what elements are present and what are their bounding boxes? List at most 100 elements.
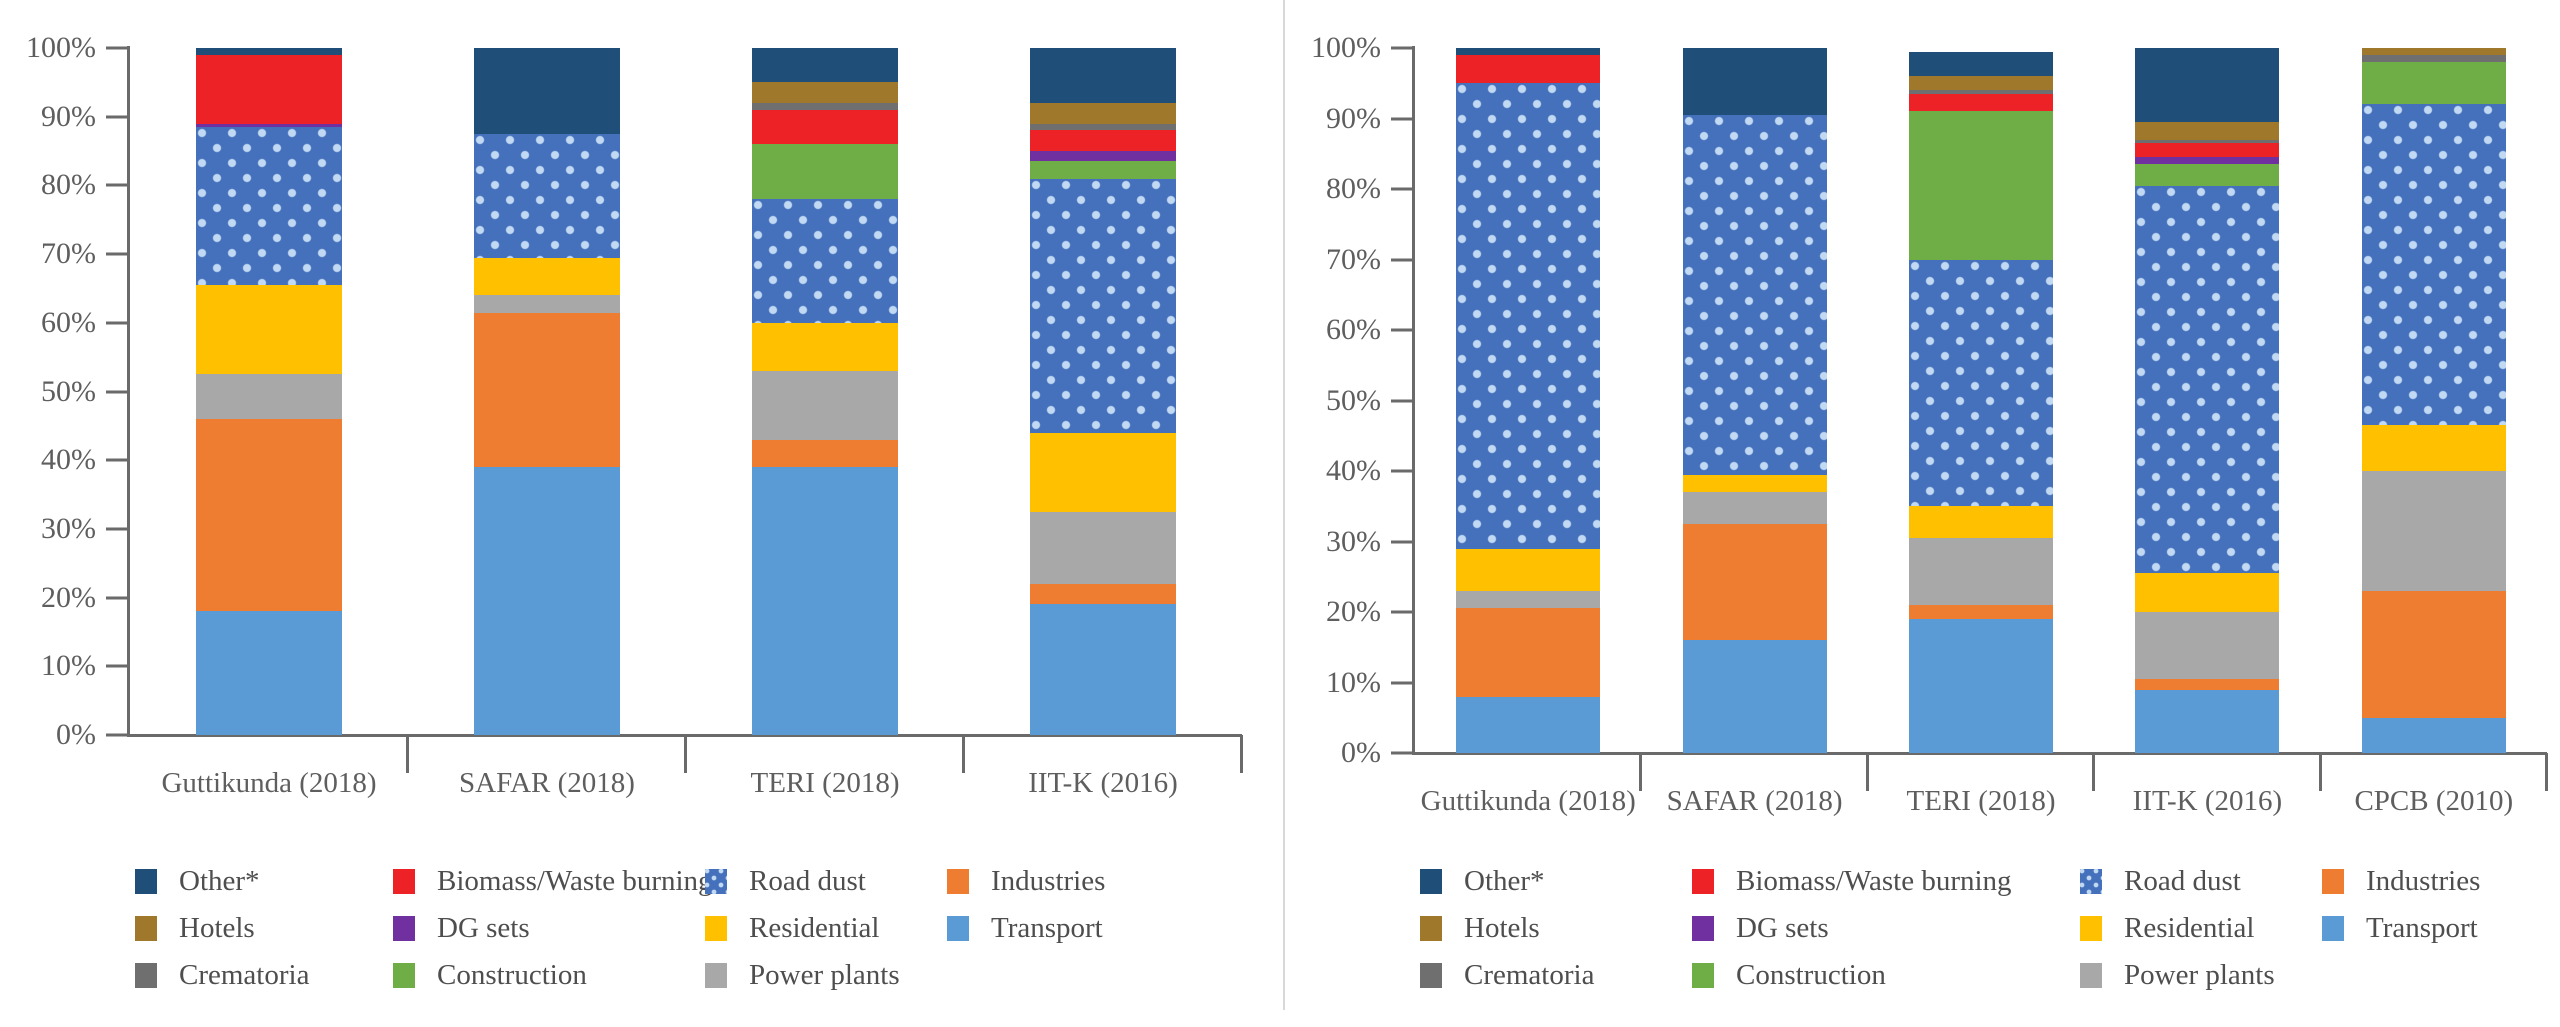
bar-segment-residential — [1909, 506, 2054, 538]
bar-segment-power_plants — [1682, 492, 1827, 524]
y-axis-tick-label: 80% — [1326, 172, 1381, 205]
bar-segment-industries — [1456, 608, 1601, 697]
legend-column: Biomass/Waste burning DG sets Construction — [1692, 865, 2080, 991]
legend-label: Power plants — [2124, 958, 2275, 991]
y-axis-line — [127, 46, 130, 737]
x-axis-tick — [684, 735, 687, 773]
y-axis-line — [1412, 46, 1415, 755]
y-axis-tick — [1391, 187, 1413, 191]
y-axis-tick-label: 50% — [1326, 383, 1381, 417]
y-axis-tick — [106, 46, 128, 50]
y-axis-tick-label: 60% — [1326, 313, 1381, 346]
legend-column: Road dust Residential Power plants — [2080, 865, 2322, 991]
stacked-bar-IIT-K (2016) — [1030, 48, 1176, 735]
legend-item-transport: Transport — [2322, 911, 2480, 944]
bar-segment-transport — [1456, 696, 1601, 753]
legend-item-power_plants: Power plants — [2080, 958, 2322, 991]
right-chart-plot-area: Guttikunda (2018) SAFAR (2018) TERI (2018)… — [1311, 31, 2549, 817]
legend: Other* Hotels Crematoria Biomass/Waste burn… — [135, 864, 1105, 991]
biomass-swatch-icon — [393, 868, 415, 894]
y-axis-tick — [106, 527, 128, 531]
bar-segment-power_plants — [2361, 471, 2506, 591]
x-axis-tick — [406, 735, 409, 773]
bar-segment-crematoria — [2135, 139, 2280, 144]
legend-label: Residential — [749, 911, 880, 944]
y-axis-tick-label: 20% — [41, 580, 96, 614]
x-axis-line — [1412, 752, 2547, 755]
bar-segment-biomass — [196, 54, 342, 124]
legend-label: Construction — [437, 958, 587, 991]
legend-item-residential: Residential — [2080, 912, 2322, 944]
panel-divider-line — [1283, 0, 1285, 1010]
bar-segment-transport — [1682, 640, 1827, 753]
left-chart-panel: Guttikunda (2018) SAFAR (2018) TERI (2018)… — [26, 31, 1243, 991]
legend-column: Other* Hotels Crematoria — [135, 865, 393, 991]
legend-column: Industries Transport — [2322, 865, 2480, 990]
bar-segment-hotels — [1030, 103, 1176, 124]
x-axis-category-label: TERI (2018) — [750, 767, 900, 799]
x-axis-tick — [2318, 753, 2322, 791]
y-axis-tick — [106, 596, 128, 600]
bar-segment-crematoria — [1030, 123, 1176, 131]
bar-segment-industries — [1909, 604, 2054, 620]
bar-segment-hotels — [752, 82, 898, 104]
legend-label: Biomass/Waste burning — [437, 864, 713, 897]
bar-segment-residential — [474, 257, 620, 296]
bar-segment-transport — [2361, 717, 2506, 753]
y-axis-tick — [1391, 751, 1413, 755]
legend-column: Biomass/Waste burning DG sets Construction — [393, 865, 713, 991]
bar-segment-road_dust — [1682, 115, 1827, 475]
y-axis-tick — [106, 664, 128, 668]
left-chart-plot-area: Guttikunda (2018) SAFAR (2018) TERI (2018)… — [26, 31, 1243, 799]
bar-segment-power_plants — [752, 370, 898, 440]
stacked-bar-SAFAR (2018) — [474, 48, 620, 735]
bar-segment-hotels — [2361, 48, 2506, 56]
category-slot: IIT-K (2016) — [964, 48, 1243, 799]
bar-segment-construction — [1909, 111, 2054, 260]
y-axis-tick-label: 50% — [41, 374, 96, 408]
bar-segment-transport — [474, 467, 620, 735]
y-axis-tick-label: 30% — [41, 511, 96, 545]
bar-segment-transport — [1909, 619, 2054, 753]
bar-segment-road_dust — [196, 127, 342, 286]
y-axis-tick — [106, 390, 128, 393]
road_dust-swatch-icon — [2080, 868, 2102, 894]
x-axis-category-label: CPCB (2010) — [2354, 785, 2514, 817]
bar-segment-road_dust — [2135, 185, 2280, 574]
bar-segment-crematoria — [2361, 55, 2506, 63]
x-axis-tick — [2092, 753, 2096, 791]
bar-segment-industries — [1030, 583, 1176, 605]
legend-item-biomass: Biomass/Waste burning — [1692, 865, 2080, 897]
industries-swatch-icon — [947, 868, 969, 894]
legend-label: Transport — [991, 911, 1103, 944]
x-axis-tick — [1865, 753, 1869, 791]
y-axis-tick-label: 90% — [1326, 101, 1381, 135]
bar-segment-biomass — [1909, 93, 2054, 112]
other-swatch-icon — [1420, 868, 1442, 894]
legend-item-crematoria: Crematoria — [135, 959, 393, 991]
legend-item-dg_sets: DG sets — [393, 912, 705, 944]
x-axis-tick — [1240, 735, 1243, 773]
y-axis-tick — [106, 733, 128, 737]
construction-swatch-icon — [393, 962, 415, 988]
legend-label: Transport — [2366, 911, 2478, 944]
bar-segment-biomass — [1456, 55, 1601, 84]
y-axis-tick-label: 30% — [1326, 524, 1381, 558]
dg_sets-swatch-icon — [1692, 915, 1714, 941]
bar-segment-construction — [2135, 164, 2280, 186]
bar-segment-biomass — [752, 109, 898, 145]
crematoria-swatch-icon — [1420, 962, 1442, 988]
bar-segment-transport — [2135, 689, 2280, 753]
bar-segment-residential — [2361, 425, 2506, 472]
bar-segment-dg_sets — [196, 123, 342, 128]
legend-item-hotels: Hotels — [135, 912, 393, 944]
bar-segment-other — [1909, 51, 2054, 77]
legend-item-dg_sets: DG sets — [1692, 912, 2080, 944]
legend-label: Road dust — [749, 864, 866, 897]
x-axis-tick — [2545, 753, 2549, 791]
y-axis-tick-label: 20% — [1326, 595, 1381, 628]
y-axis-tick-label: 90% — [41, 99, 96, 133]
stacked-bar-Guttikunda (2018) — [196, 48, 342, 735]
bar-segment-road_dust — [2361, 104, 2506, 426]
